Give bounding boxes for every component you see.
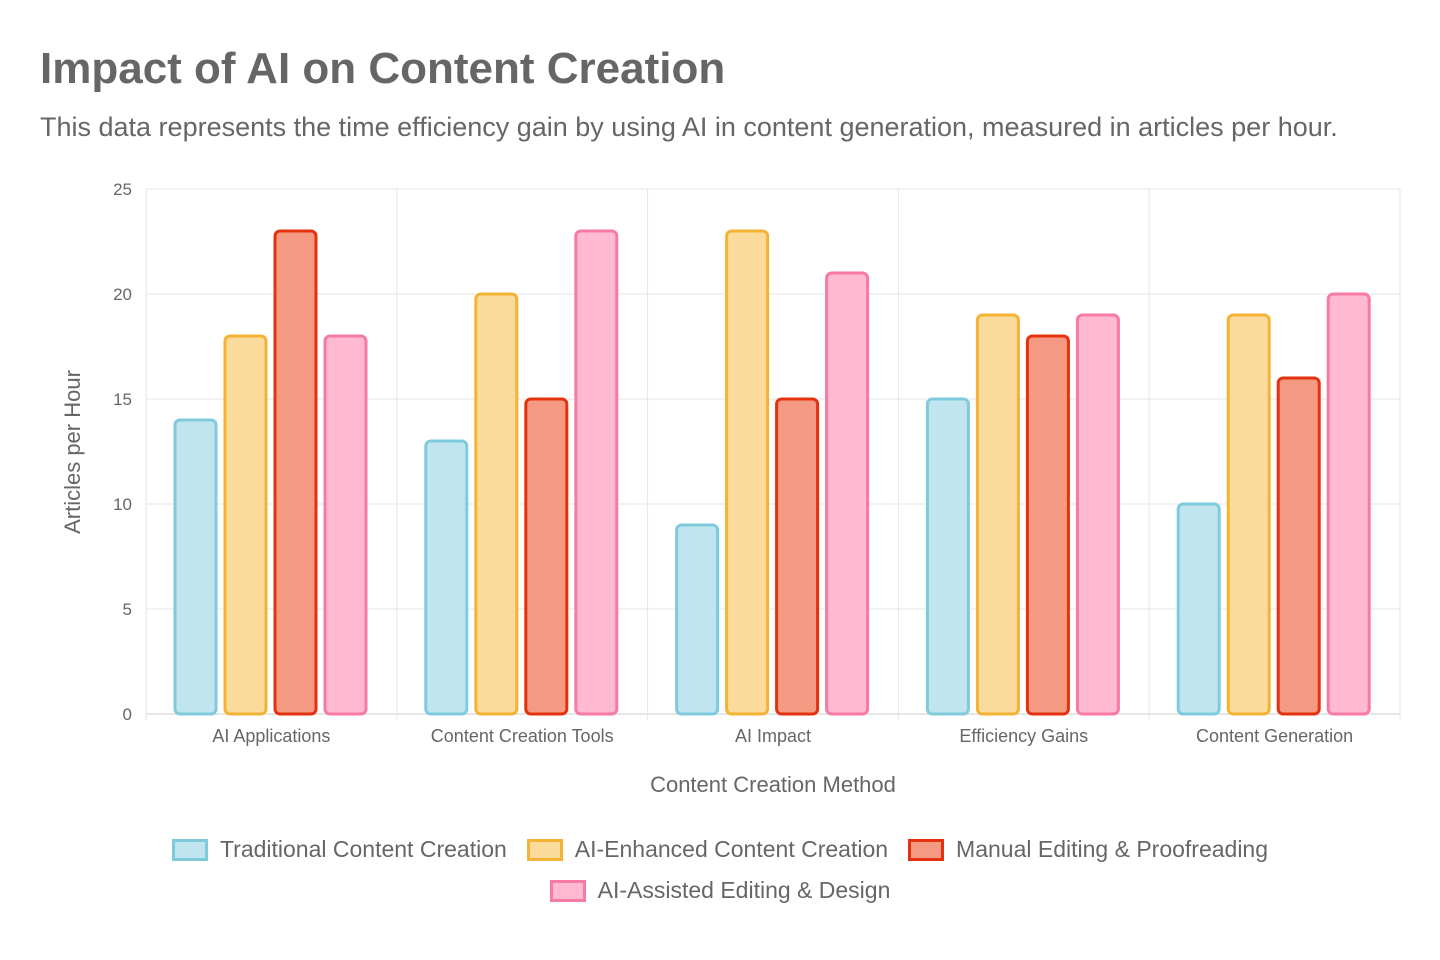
x-tick-label: AI Impact [735, 726, 811, 746]
y-tick-label: 10 [113, 495, 132, 514]
x-tick-label: Content Creation Tools [431, 726, 614, 746]
legend: Traditional Content Creation AI-Enhanced … [0, 836, 1440, 918]
bar [825, 271, 870, 716]
legend-item[interactable]: AI-Assisted Editing & Design [549, 877, 891, 904]
bar [1025, 334, 1070, 716]
bar [524, 397, 569, 716]
y-tick-label: 20 [113, 285, 132, 304]
y-tick-label: 0 [123, 705, 132, 724]
legend-item[interactable]: Traditional Content Creation [171, 836, 507, 863]
legend-swatch [526, 838, 563, 861]
legend-label: AI-Enhanced Content Creation [574, 836, 889, 862]
legend-swatch [171, 838, 208, 861]
x-axis-label: Content Creation Method [650, 772, 896, 797]
bar [975, 313, 1020, 716]
bar [474, 292, 519, 716]
y-tick-label: 5 [123, 600, 132, 619]
legend-item[interactable]: Manual Editing & Proofreading [908, 836, 1268, 863]
x-tick-label: Efficiency Gains [959, 726, 1088, 746]
bar [725, 229, 770, 716]
bar [273, 229, 318, 716]
y-axis-label: Articles per Hour [60, 370, 85, 534]
bar [675, 523, 720, 716]
bar [574, 229, 619, 716]
x-tick-label: Content Generation [1196, 726, 1353, 746]
legend-swatch [549, 879, 586, 902]
x-tick-label: AI Applications [212, 726, 330, 746]
chart-title: Impact of AI on Content Creation [40, 44, 726, 93]
y-tick-label: 25 [113, 180, 132, 199]
bar [323, 334, 368, 716]
bar [1326, 292, 1371, 716]
bar [1226, 313, 1271, 716]
y-tick-label: 15 [113, 390, 132, 409]
bar [775, 397, 820, 716]
bar [1176, 502, 1221, 716]
bar [925, 397, 970, 716]
legend-item[interactable]: AI-Enhanced Content Creation [526, 836, 889, 863]
legend-label: AI-Assisted Editing & Design [597, 877, 891, 903]
bar [1276, 376, 1321, 716]
chart-subtitle: This data represents the time efficiency… [40, 112, 1338, 142]
legend-label: Manual Editing & Proofreading [956, 836, 1269, 862]
legend-swatch [908, 838, 945, 861]
bar [1075, 313, 1120, 716]
bar [173, 418, 218, 716]
legend-label: Traditional Content Creation [219, 836, 507, 862]
bar [223, 334, 268, 716]
bar [424, 439, 469, 716]
